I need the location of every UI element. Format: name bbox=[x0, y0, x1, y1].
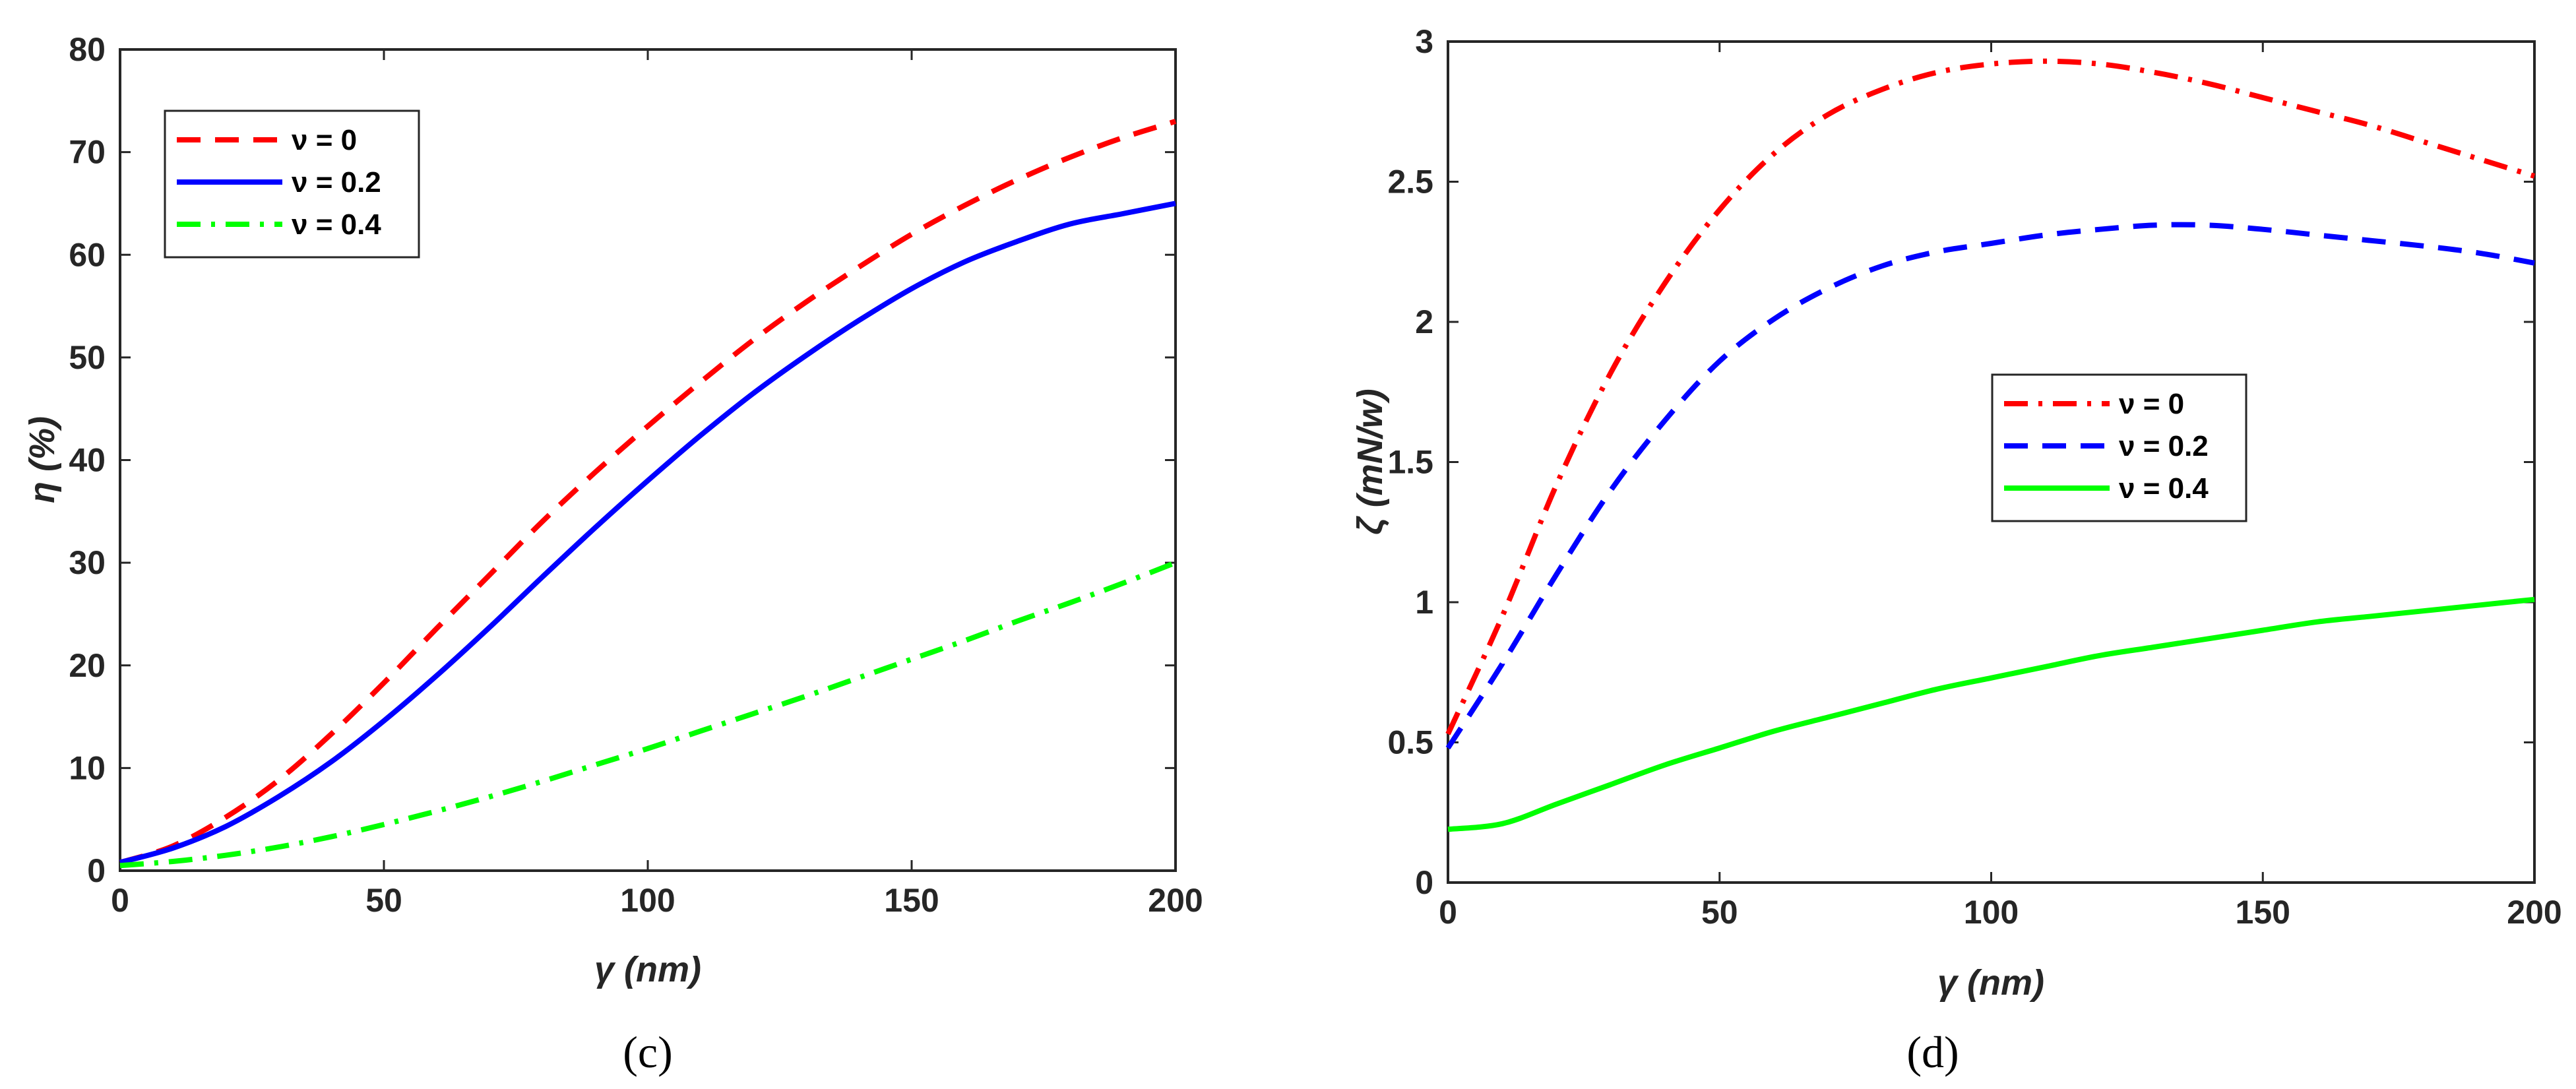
panel-c-ytick-label: 60 bbox=[69, 236, 106, 273]
panel-c-xtick-label: 200 bbox=[1148, 882, 1203, 919]
panel-c-series-line-1 bbox=[119, 201, 1176, 865]
panel-c: 0 50 100 150 200 0 10 20 30 40 50 60 70 80 γ (nm) η (… bbox=[22, 31, 1203, 1077]
panel-d-ytick-label: 1 bbox=[1415, 584, 1433, 621]
panel-d-ytick-label: 1.5 bbox=[1387, 444, 1433, 481]
panel-c-ytick-label: 0 bbox=[87, 852, 106, 889]
panel-c-ylabel: η (%) bbox=[22, 416, 62, 503]
panel-c-ytick-label: 30 bbox=[69, 544, 106, 581]
panel-c-xtick-label: 100 bbox=[620, 882, 675, 919]
panel-d-ticks: 0 50 100 150 200 0 0.5 1 1.5 2 2.5 3 bbox=[1387, 23, 2561, 931]
panel-c-xtick-label: 50 bbox=[365, 882, 402, 919]
panel-d-legend-label-2: ν = 0.4 bbox=[2119, 472, 2209, 505]
panel-d-xtick-label: 50 bbox=[1701, 894, 1738, 931]
panel-d: 0 50 100 150 200 0 0.5 1 1.5 2 2.5 3 γ (nm) ζ (mN/w… bbox=[1350, 23, 2562, 1077]
panel-d-legend-box bbox=[1991, 373, 2247, 522]
panel-c-ytick-label: 50 bbox=[69, 339, 106, 376]
svg-text:(c): (c) bbox=[623, 1027, 672, 1077]
panel-d-xlabel: γ (nm) bbox=[1937, 963, 2044, 1003]
panel-d-lines bbox=[1445, 58, 2536, 832]
panel-d-ytick-label: 2 bbox=[1415, 303, 1433, 340]
panel-c-xlabel: γ (nm) bbox=[594, 950, 701, 989]
panel-c-legend-label-0: ν = 0 bbox=[292, 124, 357, 156]
svg-text:(d): (d) bbox=[1906, 1027, 1959, 1077]
panel-c-ticks: 0 50 100 150 200 0 10 20 30 40 50 60 70 80 bbox=[69, 31, 1203, 919]
panel-c-ytick-label: 10 bbox=[69, 749, 106, 786]
panel-c-series-line-2 bbox=[119, 560, 1177, 869]
svg-text:γ (nm): γ (nm) bbox=[594, 950, 701, 989]
panel-c-xtick-label: 0 bbox=[111, 882, 129, 919]
panel-c-series-line-0 bbox=[119, 119, 1177, 865]
panel-d-ytick-label: 2.5 bbox=[1387, 164, 1433, 201]
panel-c-caption: (c) bbox=[623, 1027, 672, 1077]
panel-c-xtick-label: 150 bbox=[884, 882, 939, 919]
panel-d-xtick-label: 200 bbox=[2507, 894, 2561, 931]
panel-c-legend: ν = 0 ν = 0.2 ν = 0.4 bbox=[164, 109, 420, 259]
panel-d-legend-label-0: ν = 0 bbox=[2119, 388, 2184, 420]
panel-c-ytick-label: 70 bbox=[69, 134, 106, 171]
panel-d-ytick-label: 0.5 bbox=[1387, 724, 1433, 761]
panel-d-xtick-label: 100 bbox=[1964, 894, 2019, 931]
panel-d-caption: (d) bbox=[1906, 1027, 1959, 1077]
panel-c-legend-label-2: ν = 0.4 bbox=[292, 208, 381, 241]
panel-d-series-line-1 bbox=[1445, 222, 2535, 750]
panel-d-legend-label-1: ν = 0.2 bbox=[2119, 430, 2209, 462]
panel-c-lines bbox=[119, 119, 1177, 869]
panel-d-series-line-0 bbox=[1445, 58, 2536, 735]
panel-d-xtick-label: 0 bbox=[1439, 894, 1457, 931]
svg-text:η (%): η (%) bbox=[22, 416, 62, 503]
panel-c-ytick-label: 40 bbox=[69, 442, 106, 479]
panel-d-legend: ν = 0 ν = 0.2 ν = 0.4 bbox=[1991, 373, 2247, 522]
panel-c-ytick-label: 20 bbox=[69, 647, 106, 684]
panel-c-legend-label-1: ν = 0.2 bbox=[292, 166, 381, 199]
panel-d-xtick-label: 150 bbox=[2236, 894, 2290, 931]
panel-d-series-line-2 bbox=[1447, 596, 2535, 832]
panel-c-ytick-label: 80 bbox=[69, 31, 106, 68]
panel-d-ytick-label: 3 bbox=[1415, 23, 1433, 60]
svg-text:γ (nm): γ (nm) bbox=[1937, 963, 2044, 1003]
panel-d-ylabel: ζ (mN/w) bbox=[1350, 389, 1390, 535]
svg-text:ζ (mN/w): ζ (mN/w) bbox=[1350, 389, 1390, 535]
panel-d-ytick-label: 0 bbox=[1415, 864, 1433, 901]
